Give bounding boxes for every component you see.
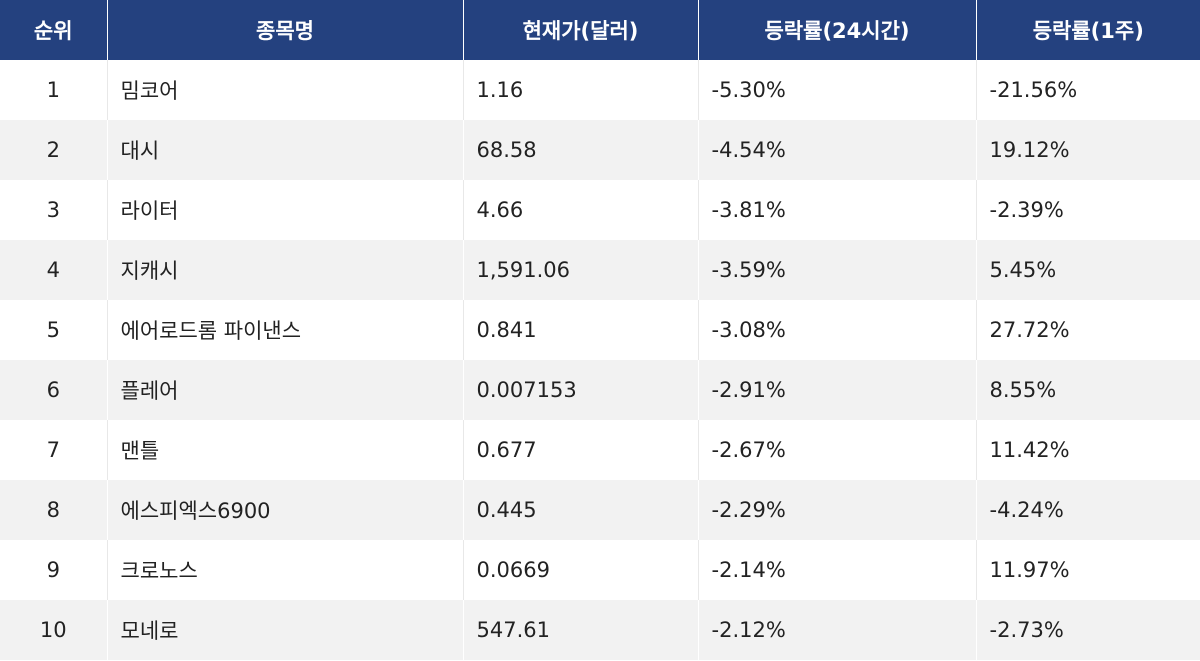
table-row: 10 모네로 547.61 -2.12% -2.73% bbox=[0, 600, 1200, 660]
table-row: 8 에스피엑스6900 0.445 -2.29% -4.24% bbox=[0, 480, 1200, 540]
cell-change-1w: -21.56% bbox=[976, 60, 1200, 120]
table-row: 3 라이터 4.66 -3.81% -2.39% bbox=[0, 180, 1200, 240]
cell-change-24h: -4.54% bbox=[698, 120, 977, 180]
cell-price: 68.58 bbox=[463, 120, 699, 180]
cell-price: 547.61 bbox=[463, 600, 699, 660]
cell-name: 밈코어 bbox=[107, 60, 464, 120]
cell-price: 0.445 bbox=[463, 480, 699, 540]
cell-change-24h: -3.59% bbox=[698, 240, 977, 300]
cell-change-1w: 11.42% bbox=[976, 420, 1200, 480]
cell-price: 0.0669 bbox=[463, 540, 699, 600]
cell-change-24h: -2.67% bbox=[698, 420, 977, 480]
table-row: 7 맨틀 0.677 -2.67% 11.42% bbox=[0, 420, 1200, 480]
cell-change-1w: -2.73% bbox=[976, 600, 1200, 660]
header-change-24h: 등락률(24시간) bbox=[698, 0, 977, 60]
header-price: 현재가(달러) bbox=[463, 0, 699, 60]
cell-change-24h: -2.91% bbox=[698, 360, 977, 420]
cell-change-1w: -4.24% bbox=[976, 480, 1200, 540]
cell-rank: 6 bbox=[0, 360, 108, 420]
cell-change-24h: -5.30% bbox=[698, 60, 977, 120]
table-row: 6 플레어 0.007153 -2.91% 8.55% bbox=[0, 360, 1200, 420]
cell-rank: 7 bbox=[0, 420, 108, 480]
cell-change-1w: 11.97% bbox=[976, 540, 1200, 600]
cell-name: 대시 bbox=[107, 120, 464, 180]
cell-change-24h: -3.08% bbox=[698, 300, 977, 360]
cell-price: 0.841 bbox=[463, 300, 699, 360]
cell-name: 라이터 bbox=[107, 180, 464, 240]
table-row: 4 지캐시 1,591.06 -3.59% 5.45% bbox=[0, 240, 1200, 300]
cell-change-1w: 5.45% bbox=[976, 240, 1200, 300]
header-change-1w: 등락률(1주) bbox=[976, 0, 1200, 60]
header-rank: 순위 bbox=[0, 0, 108, 60]
cell-rank: 1 bbox=[0, 60, 108, 120]
cell-rank: 4 bbox=[0, 240, 108, 300]
cell-name: 지캐시 bbox=[107, 240, 464, 300]
cell-change-1w: 8.55% bbox=[976, 360, 1200, 420]
cell-name: 크로노스 bbox=[107, 540, 464, 600]
cell-change-24h: -2.14% bbox=[698, 540, 977, 600]
cell-price: 0.007153 bbox=[463, 360, 699, 420]
header-name: 종목명 bbox=[107, 0, 464, 60]
cell-change-1w: -2.39% bbox=[976, 180, 1200, 240]
cell-name: 맨틀 bbox=[107, 420, 464, 480]
cell-rank: 3 bbox=[0, 180, 108, 240]
cell-name: 에어로드롬 파이낸스 bbox=[107, 300, 464, 360]
cell-change-24h: -2.29% bbox=[698, 480, 977, 540]
cell-rank: 2 bbox=[0, 120, 108, 180]
cell-change-24h: -3.81% bbox=[698, 180, 977, 240]
cell-price: 1.16 bbox=[463, 60, 699, 120]
table-body: 1 밈코어 1.16 -5.30% -21.56% 2 대시 68.58 -4.… bbox=[0, 60, 1200, 660]
cell-change-24h: -2.12% bbox=[698, 600, 977, 660]
cell-rank: 5 bbox=[0, 300, 108, 360]
cell-name: 플레어 bbox=[107, 360, 464, 420]
table-header: 순위 종목명 현재가(달러) 등락률(24시간) 등락률(1주) bbox=[0, 0, 1200, 60]
cell-rank: 10 bbox=[0, 600, 108, 660]
cell-price: 4.66 bbox=[463, 180, 699, 240]
table-row: 5 에어로드롬 파이낸스 0.841 -3.08% 27.72% bbox=[0, 300, 1200, 360]
cell-name: 모네로 bbox=[107, 600, 464, 660]
table-row: 2 대시 68.58 -4.54% 19.12% bbox=[0, 120, 1200, 180]
table-row: 1 밈코어 1.16 -5.30% -21.56% bbox=[0, 60, 1200, 120]
cell-change-1w: 27.72% bbox=[976, 300, 1200, 360]
cell-rank: 8 bbox=[0, 480, 108, 540]
cell-price: 1,591.06 bbox=[463, 240, 699, 300]
cell-change-1w: 19.12% bbox=[976, 120, 1200, 180]
header-row: 순위 종목명 현재가(달러) 등락률(24시간) 등락률(1주) bbox=[0, 0, 1200, 60]
cell-rank: 9 bbox=[0, 540, 108, 600]
table-row: 9 크로노스 0.0669 -2.14% 11.97% bbox=[0, 540, 1200, 600]
cell-name: 에스피엑스6900 bbox=[107, 480, 464, 540]
cell-price: 0.677 bbox=[463, 420, 699, 480]
